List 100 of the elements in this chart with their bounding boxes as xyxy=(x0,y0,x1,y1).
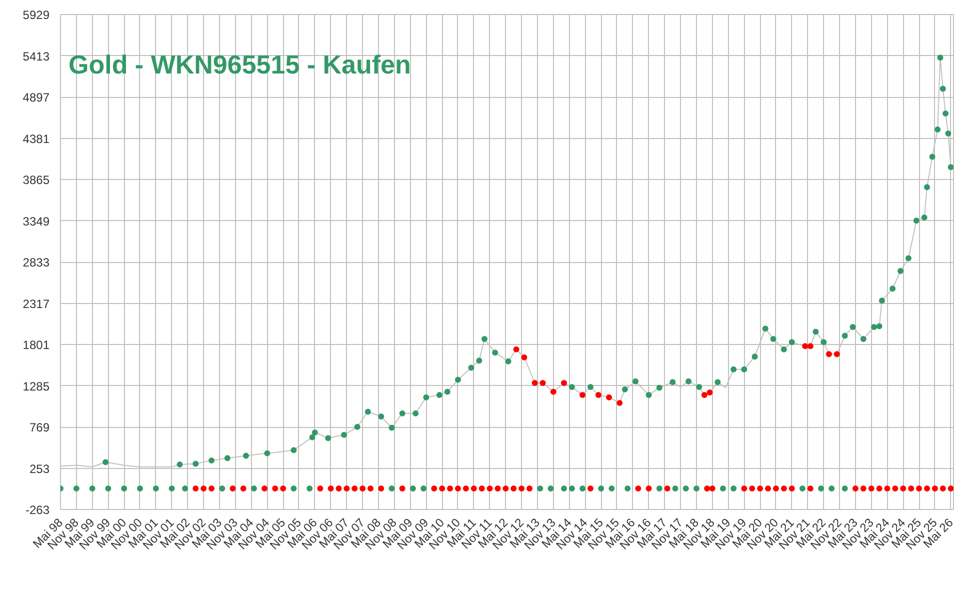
point xyxy=(807,343,814,350)
point xyxy=(454,485,461,492)
point xyxy=(704,485,710,492)
point xyxy=(378,485,384,492)
text: Gold - WKN965515 - Kaufen xyxy=(68,50,411,80)
point xyxy=(510,485,517,492)
point xyxy=(860,485,866,492)
point xyxy=(513,346,520,352)
point xyxy=(772,485,779,492)
point xyxy=(709,485,716,492)
point xyxy=(73,485,80,492)
point xyxy=(624,485,631,492)
point xyxy=(757,485,764,492)
point xyxy=(208,485,215,492)
point xyxy=(388,485,395,492)
point xyxy=(368,485,374,492)
point xyxy=(852,485,858,492)
point xyxy=(826,351,832,358)
point xyxy=(410,485,416,492)
point xyxy=(136,485,143,492)
point xyxy=(799,485,806,492)
point xyxy=(765,485,772,492)
point xyxy=(664,485,670,492)
point xyxy=(932,485,938,492)
point xyxy=(486,485,493,492)
point xyxy=(580,485,586,492)
point xyxy=(168,485,175,492)
point xyxy=(635,485,642,492)
point xyxy=(842,485,848,492)
point xyxy=(606,394,612,400)
point xyxy=(868,485,874,492)
point xyxy=(741,485,748,492)
point xyxy=(344,485,350,492)
y-tick-label: 1801 xyxy=(22,338,50,352)
point xyxy=(693,485,700,492)
point xyxy=(834,351,840,358)
point xyxy=(548,485,554,492)
point xyxy=(656,485,662,492)
y-tick-label: 3865 xyxy=(22,173,50,187)
point xyxy=(940,485,946,492)
y-tick-label: 3349 xyxy=(22,214,50,228)
point xyxy=(916,485,922,492)
y-tick-label: 769 xyxy=(29,420,50,434)
point xyxy=(121,485,128,492)
point xyxy=(521,354,528,360)
point xyxy=(280,485,286,492)
point xyxy=(892,485,898,492)
point xyxy=(884,485,890,492)
y-tick-label: 4897 xyxy=(22,90,50,104)
point xyxy=(682,485,689,492)
y-tick-label: 1285 xyxy=(22,379,50,394)
point xyxy=(431,485,438,492)
point xyxy=(470,485,477,492)
point xyxy=(360,485,366,492)
point xyxy=(720,485,726,492)
point xyxy=(192,485,199,492)
point xyxy=(876,485,882,492)
point xyxy=(526,485,533,492)
point xyxy=(749,485,756,492)
y-tick-label: 2833 xyxy=(22,256,50,270)
point xyxy=(646,485,652,492)
point xyxy=(560,380,567,386)
point xyxy=(336,485,342,492)
point xyxy=(105,485,112,492)
point xyxy=(730,485,737,492)
point xyxy=(230,485,236,492)
point xyxy=(240,485,246,492)
point xyxy=(900,485,906,492)
point xyxy=(560,485,567,492)
point xyxy=(306,485,313,492)
point xyxy=(447,485,454,492)
point xyxy=(290,485,297,492)
point xyxy=(182,485,188,492)
point xyxy=(706,390,713,396)
point xyxy=(807,485,814,492)
point xyxy=(595,392,602,398)
point xyxy=(568,485,575,492)
point xyxy=(540,380,546,386)
point xyxy=(317,485,324,492)
y-tick-label: 4381 xyxy=(22,132,50,146)
y-tick-label: 5929 xyxy=(22,8,50,22)
point xyxy=(200,485,207,492)
point xyxy=(550,388,556,395)
point xyxy=(152,485,159,492)
point xyxy=(272,485,278,492)
point xyxy=(587,485,594,492)
point xyxy=(532,380,538,386)
point xyxy=(701,392,708,398)
y-tick-label: 253 xyxy=(29,462,50,476)
point xyxy=(828,485,835,492)
point xyxy=(420,485,427,492)
point xyxy=(502,485,509,492)
y-tick-label: 2317 xyxy=(22,296,50,311)
point xyxy=(818,485,824,492)
point xyxy=(908,485,914,492)
point xyxy=(924,485,930,492)
point xyxy=(780,485,787,492)
point xyxy=(219,485,226,492)
point xyxy=(518,485,525,492)
point xyxy=(478,485,485,492)
